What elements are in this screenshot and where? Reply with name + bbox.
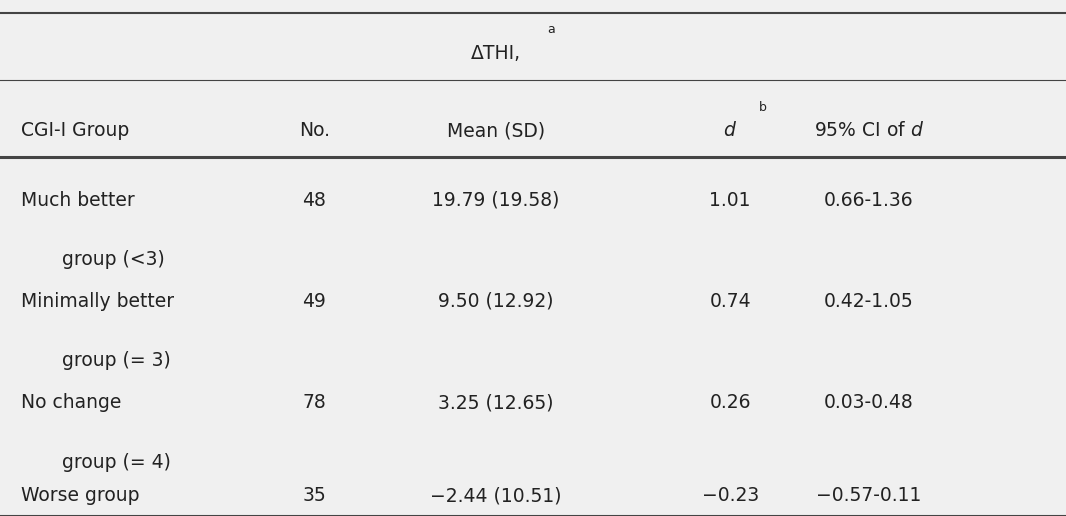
Text: 3.25 (12.65): 3.25 (12.65) <box>438 393 553 412</box>
Text: 95% CI of $\mathit{d}$: 95% CI of $\mathit{d}$ <box>813 121 924 140</box>
Text: 48: 48 <box>303 191 326 210</box>
Text: 9.50 (12.92): 9.50 (12.92) <box>438 292 553 311</box>
Text: 19.79 (19.58): 19.79 (19.58) <box>432 191 560 210</box>
Text: No.: No. <box>298 121 330 140</box>
Text: 0.74: 0.74 <box>709 292 752 311</box>
Text: −0.23: −0.23 <box>701 486 759 505</box>
Text: −0.57-0.11: −0.57-0.11 <box>817 486 921 505</box>
Text: 78: 78 <box>303 393 326 412</box>
Text: 0.26: 0.26 <box>710 393 750 412</box>
Text: CGI-I Group: CGI-I Group <box>21 121 130 140</box>
Text: Minimally better: Minimally better <box>21 292 175 311</box>
Text: −2.44 (10.51): −2.44 (10.51) <box>430 486 562 505</box>
Text: 49: 49 <box>303 292 326 311</box>
Text: 1.01: 1.01 <box>710 191 750 210</box>
Text: $\mathit{d}$: $\mathit{d}$ <box>723 121 738 140</box>
Text: 0.66-1.36: 0.66-1.36 <box>824 191 914 210</box>
Text: a: a <box>547 23 554 36</box>
Text: Worse group: Worse group <box>21 486 140 505</box>
Text: No change: No change <box>21 393 122 412</box>
Text: ΔTHI,: ΔTHI, <box>470 44 521 63</box>
Text: 0.42-1.05: 0.42-1.05 <box>824 292 914 311</box>
Text: group (= 4): group (= 4) <box>62 453 171 472</box>
Text: Mean (SD): Mean (SD) <box>447 121 545 140</box>
Text: Much better: Much better <box>21 191 135 210</box>
Text: group (= 3): group (= 3) <box>62 351 171 370</box>
Text: 35: 35 <box>303 486 326 505</box>
Text: group (<3): group (<3) <box>62 250 164 269</box>
Text: b: b <box>759 101 766 114</box>
Text: 0.03-0.48: 0.03-0.48 <box>824 393 914 412</box>
